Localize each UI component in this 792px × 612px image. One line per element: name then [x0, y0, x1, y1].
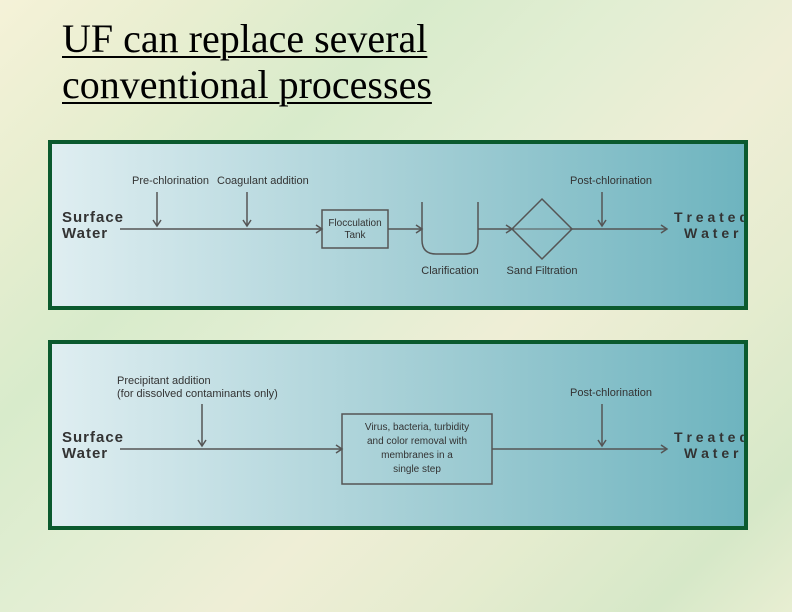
svg-text:membranes in a: membranes in a — [381, 450, 453, 461]
prechlorination-arrow: Pre-chlorination — [132, 175, 209, 226]
svg-text:single step: single step — [393, 464, 441, 475]
svg-text:Clarification: Clarification — [421, 265, 478, 277]
clarification-beaker: Clarification — [421, 202, 478, 277]
postchlorination-arrow: Post-chlorination — [570, 387, 652, 446]
conventional-process-panel: SurfaceWater Pre-chlorination Coagulant … — [48, 140, 748, 310]
treated-water-label: T r e a t e dW a t e r — [674, 209, 744, 241]
uf-process-panel: SurfaceWater Precipitant addition (for d… — [48, 340, 748, 530]
svg-text:Precipitant addition: Precipitant addition — [117, 375, 211, 387]
postchlorination-arrow: Post-chlorination — [570, 175, 652, 226]
svg-text:and color removal with: and color removal with — [367, 436, 467, 447]
surface-water-label: SurfaceWater — [62, 429, 124, 462]
flocculation-tank-box: Flocculation Tank — [322, 210, 388, 248]
coagulant-arrow: Coagulant addition — [217, 175, 309, 226]
svg-text:(for dissolved contaminants on: (for dissolved contaminants only) — [117, 388, 278, 400]
treated-water-label: T r e a t e dW a t e r — [674, 429, 744, 461]
svg-text:Pre-chlorination: Pre-chlorination — [132, 175, 209, 187]
sand-filtration-diamond: Sand Filtration — [507, 199, 578, 277]
precipitant-arrow: Precipitant addition (for dissolved cont… — [117, 375, 278, 446]
svg-text:Post-chlorination: Post-chlorination — [570, 175, 652, 187]
title-text: UF can replace severalconventional proce… — [62, 16, 432, 107]
svg-text:Sand Filtration: Sand Filtration — [507, 265, 578, 277]
svg-text:Flocculation: Flocculation — [328, 218, 381, 229]
svg-text:Coagulant addition: Coagulant addition — [217, 175, 309, 187]
svg-text:Tank: Tank — [344, 230, 366, 241]
conventional-flow-svg: SurfaceWater Pre-chlorination Coagulant … — [52, 144, 744, 306]
page-title: UF can replace severalconventional proce… — [62, 16, 432, 108]
svg-text:Post-chlorination: Post-chlorination — [570, 387, 652, 399]
membrane-box: Virus, bacteria, turbidity and color rem… — [342, 414, 492, 484]
uf-flow-svg: SurfaceWater Precipitant addition (for d… — [52, 344, 744, 526]
surface-water-label: SurfaceWater — [62, 209, 124, 242]
svg-text:Virus, bacteria, turbidity: Virus, bacteria, turbidity — [365, 422, 469, 433]
